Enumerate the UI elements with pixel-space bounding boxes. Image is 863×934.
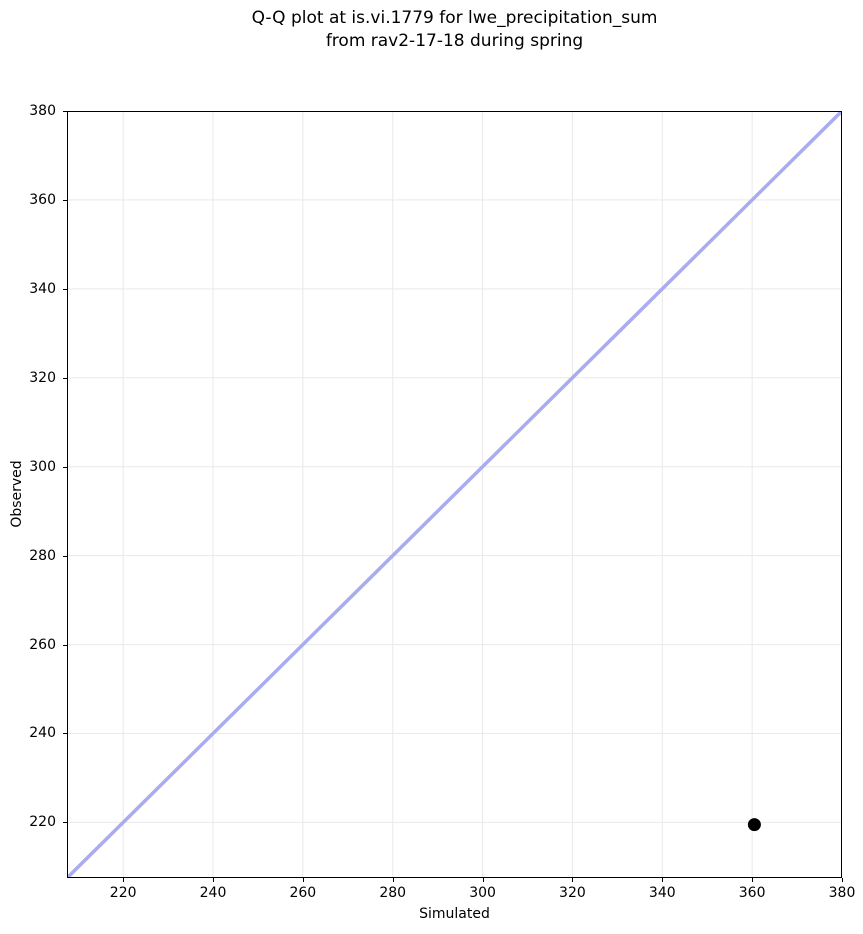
x-tick-label: 300 bbox=[469, 885, 496, 901]
x-axis-label: Simulated bbox=[419, 906, 490, 922]
data-point bbox=[747, 818, 761, 832]
x-tick-label: 260 bbox=[289, 885, 317, 901]
y-tick-mark bbox=[63, 199, 67, 201]
y-tick-mark bbox=[63, 733, 67, 735]
x-tick-mark bbox=[842, 878, 843, 882]
plot-area bbox=[65, 109, 844, 880]
y-tick-label: 360 bbox=[29, 191, 56, 208]
x-tick-label: 360 bbox=[738, 885, 766, 901]
x-tick-mark bbox=[662, 878, 664, 882]
y-tick-mark bbox=[63, 555, 67, 557]
x-tick-label: 240 bbox=[199, 885, 227, 901]
x-tick-mark bbox=[572, 878, 574, 882]
y-tick-mark bbox=[63, 288, 67, 290]
chart-title: Q-Q plot at is.vi.1779 for lwe_precipita… bbox=[67, 7, 842, 53]
x-tick-label: 380 bbox=[828, 885, 856, 901]
y-tick-mark bbox=[63, 111, 67, 112]
y-tick-label: 340 bbox=[29, 280, 56, 297]
x-tick-label: 220 bbox=[109, 885, 137, 901]
y-tick-label: 300 bbox=[29, 458, 56, 475]
x-tick-mark bbox=[213, 878, 214, 882]
x-tick-label: 320 bbox=[559, 885, 586, 901]
y-tick-mark bbox=[63, 377, 67, 379]
plot-canvas bbox=[65, 109, 844, 880]
y-tick-mark bbox=[63, 822, 67, 824]
x-tick-label: 340 bbox=[648, 885, 676, 901]
y-tick-label: 320 bbox=[29, 369, 56, 386]
axes-spines bbox=[67, 111, 842, 878]
identity-line bbox=[65, 109, 844, 880]
y-tick-mark bbox=[63, 466, 67, 468]
y-tick-label: 240 bbox=[29, 725, 56, 742]
x-tick-mark bbox=[482, 878, 484, 882]
y-tick-label: 380 bbox=[29, 103, 56, 119]
x-tick-mark bbox=[123, 878, 125, 882]
y-tick-label: 220 bbox=[29, 814, 56, 831]
y-tick-mark bbox=[63, 644, 67, 646]
x-tick-mark bbox=[302, 878, 304, 882]
x-tick-label: 280 bbox=[379, 885, 407, 901]
chart-title-line-1: Q-Q plot at is.vi.1779 for lwe_precipita… bbox=[251, 8, 658, 28]
x-tick-mark bbox=[392, 878, 394, 882]
chart-title-line-2: from rav2-17-18 during spring bbox=[325, 31, 584, 51]
y-tick-label: 280 bbox=[29, 547, 56, 564]
x-tick-mark bbox=[752, 878, 754, 882]
y-tick-label: 260 bbox=[29, 636, 56, 653]
